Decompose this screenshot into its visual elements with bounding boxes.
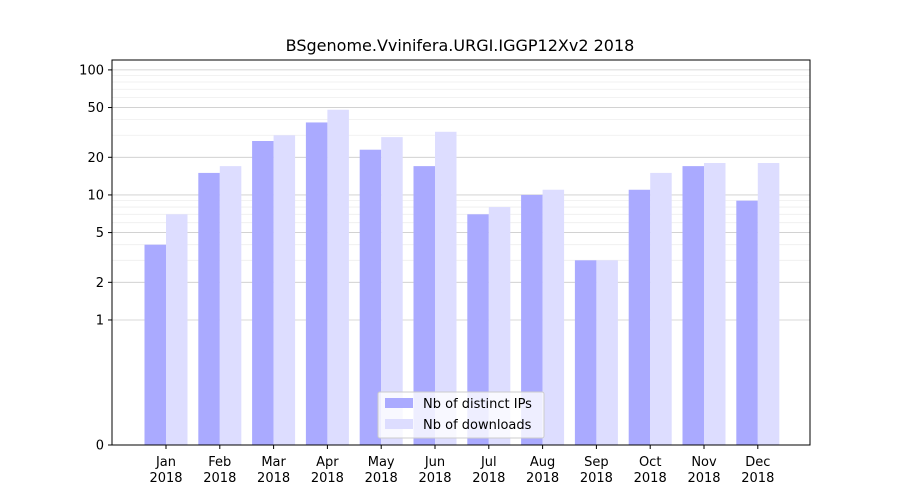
x-tick-label-month: Jul [480, 455, 497, 470]
bar-distinct-ips [682, 166, 704, 445]
bar-distinct-ips [359, 149, 382, 446]
bar-downloads [273, 135, 296, 445]
chart-title: BSgenome.Vvinifera.URGI.IGGP12Xv2 2018 [286, 36, 635, 55]
legend-label-downloads: Nb of downloads [423, 418, 532, 433]
bar-downloads [596, 260, 618, 445]
x-tick-label-year: 2018 [580, 471, 613, 486]
x-tick-label-month: Feb [208, 455, 231, 470]
x-tick-label-month: Apr [316, 455, 339, 470]
y-tick-label: 2 [96, 276, 104, 291]
bar-distinct-ips [413, 166, 435, 445]
bar-downloads [704, 163, 726, 445]
y-axis: 0 1 2 5 10 20 50 100 [79, 63, 112, 454]
x-tick-label-year: 2018 [365, 471, 398, 486]
bar-distinct-ips [628, 189, 651, 445]
x-tick-label-month: May [368, 455, 395, 470]
x-tick-label-month: Nov [691, 455, 717, 470]
bar-downloads [542, 189, 565, 445]
x-tick-label-month: Dec [745, 455, 770, 470]
x-tick-label-month: Jun [424, 455, 445, 470]
y-tick-label: 50 [87, 101, 104, 116]
bar-distinct-ips [252, 140, 274, 445]
x-tick-label-year: 2018 [526, 471, 559, 486]
bar-distinct-ips [736, 200, 758, 445]
x-tick-label-year: 2018 [741, 471, 774, 486]
x-tick-label-year: 2018 [149, 471, 182, 486]
bar-distinct-ips [144, 244, 166, 445]
legend-swatch-downloads [385, 419, 413, 429]
x-tick-label-month: Mar [261, 455, 286, 470]
legend: Nb of distinct IPs Nb of downloads [377, 391, 545, 439]
y-tick-label: 5 [96, 226, 104, 241]
bar-downloads [166, 214, 188, 445]
bar-downloads [435, 131, 457, 445]
bar-downloads [327, 109, 349, 445]
bars [144, 109, 780, 446]
y-tick-label: 100 [79, 63, 104, 78]
bar-downloads [757, 163, 780, 445]
x-tick-label-year: 2018 [472, 471, 505, 486]
bar-distinct-ips [574, 260, 597, 445]
x-axis: Jan2018Feb2018Mar2018Apr2018May2018Jun20… [149, 445, 774, 486]
x-tick-label-year: 2018 [634, 471, 667, 486]
x-tick-label-year: 2018 [418, 471, 451, 486]
bar-downloads [488, 207, 511, 445]
legend-swatch-distinct-ips [385, 398, 413, 408]
x-tick-label-month: Sep [584, 455, 609, 470]
bar-distinct-ips [198, 172, 220, 445]
bar-distinct-ips [521, 194, 543, 445]
legend-box [377, 391, 545, 439]
bar-downloads [381, 137, 403, 445]
legend-label-distinct-ips: Nb of distinct IPs [423, 397, 532, 412]
plot-frame [111, 59, 811, 446]
bar-distinct-ips [467, 214, 489, 445]
x-tick-label-year: 2018 [311, 471, 344, 486]
x-tick-label-year: 2018 [203, 471, 236, 486]
y-tick-label: 10 [87, 188, 104, 203]
x-tick-label-year: 2018 [687, 471, 720, 486]
x-tick-label-month: Aug [530, 455, 555, 470]
x-tick-label-year: 2018 [257, 471, 290, 486]
y-tick-label: 0 [96, 439, 104, 454]
bar-downloads [219, 166, 242, 445]
x-tick-label-month: Jan [155, 455, 176, 470]
y-tick-label: 20 [87, 151, 104, 166]
bar-distinct-ips [305, 122, 328, 445]
bar-downloads [650, 172, 672, 445]
x-tick-label-month: Oct [639, 455, 661, 470]
y-tick-label: 1 [96, 313, 104, 328]
